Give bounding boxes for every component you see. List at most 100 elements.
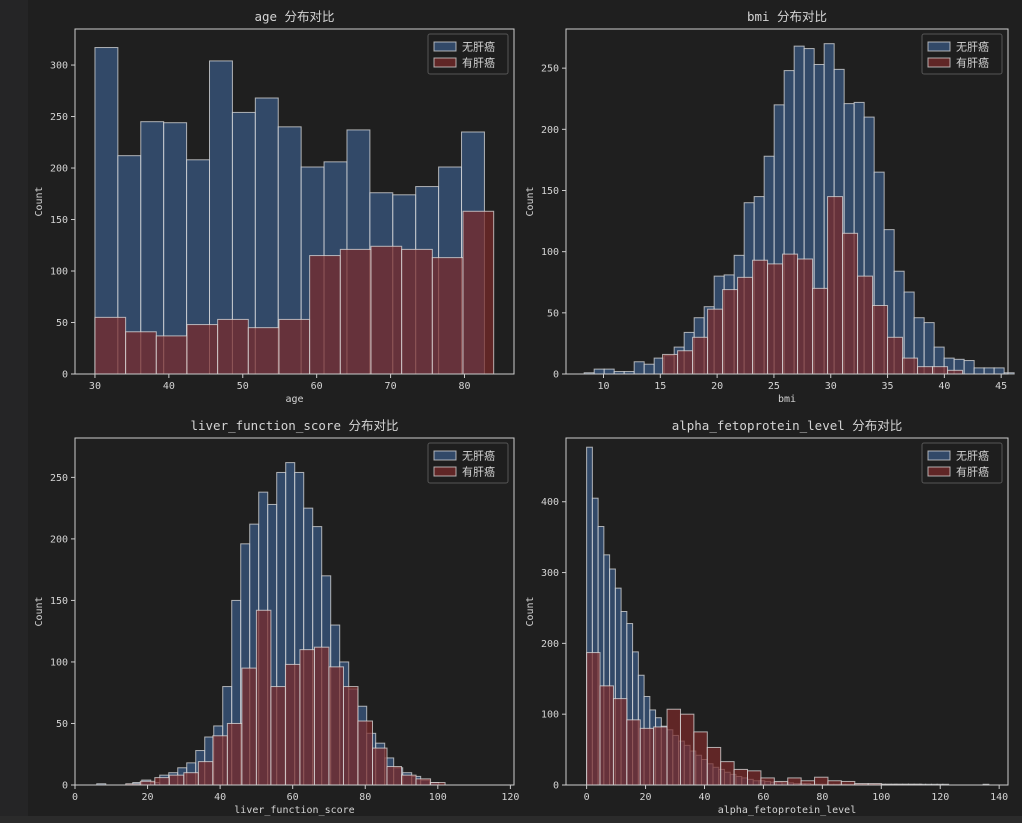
histogram-bar [603,368,615,375]
histogram-bar [370,245,403,375]
legend-label: 有肝癌 [956,56,989,70]
y-tick-label: 400 [541,497,559,508]
histogram-bar [401,248,433,375]
histogram-bar [840,780,856,786]
histogram-bar [983,367,995,375]
x-tick-label: 40 [938,381,950,392]
x-tick-label: 60 [287,792,299,803]
left-panel-strip [0,0,28,823]
histogram-bar [679,713,695,786]
histogram-bar [386,766,403,786]
histogram-bar [633,361,645,375]
x-tick-label: 60 [311,381,323,392]
y-tick-label: 50 [56,719,68,730]
y-axis-label: Count [34,186,45,216]
histogram-bar [737,276,754,375]
x-tick-label: 20 [711,381,723,392]
histogram-bar [707,308,724,375]
x-tick-label: 100 [429,792,447,803]
x-tick-label: 0 [584,792,590,803]
legend-swatch [927,41,951,52]
chart-title: bmi 分布对比 [747,9,827,24]
histogram-bar [747,770,762,786]
histogram-bar [154,777,170,786]
histogram-bar [255,609,272,786]
y-tick-label: 50 [56,318,68,329]
histogram-bar [872,304,889,375]
x-tick-label: 30 [89,381,101,392]
histogram-bar [247,327,280,375]
histogram-bar [94,316,127,375]
histogram-bar [800,780,816,786]
series-cancer [125,609,446,786]
legend-label: 有肝癌 [462,465,495,479]
legend-swatch [433,450,457,461]
legend-swatch [433,466,457,477]
alpha-fetoprotein-level-histogram-panel: 0 20 40 60 80 100 120 140 0 100 200 300 400 alpha_fet… [525,418,1009,816]
histogram-bar [963,360,975,375]
x-tick-label: 20 [142,792,154,803]
histogram-bar [827,196,844,375]
histogram-bar [125,331,157,375]
chart-title: age 分布对比 [254,9,334,24]
x-tick-label: 80 [359,792,371,803]
histogram-bar [782,253,799,375]
histogram-bar [168,774,185,786]
histogram-bar [462,210,495,375]
legend-swatch [927,450,951,461]
histogram-bar [692,336,709,375]
histogram-bar [733,768,749,786]
chart-title: liver_function_score 分布对比 [190,418,398,433]
histogram-bar [857,275,874,375]
histogram-bar [720,761,735,786]
histogram-bar [787,777,802,786]
x-tick-label: 30 [825,381,837,392]
legend-label: 有肝癌 [956,465,989,479]
x-tick-label: 40 [698,792,710,803]
axes-frame [565,437,1009,786]
histogram-bar [827,780,842,786]
bmi-histogram-panel: 10 15 20 25 30 35 40 45 0 50 100 150 200 250 bmi Count b… [525,9,1015,405]
histogram-bar [139,780,156,786]
histogram-bar [415,778,432,786]
y-tick-label: 200 [541,639,559,650]
age-histogram-panel: 30 40 50 60 70 80 0 50 100 150 200 250 300 age Count ag… [34,9,515,405]
histogram-bar [278,318,311,375]
chart-title: alpha_fetoprotein_level 分布对比 [672,418,903,433]
x-tick-label: 10 [597,381,609,392]
histogram-bar [586,652,601,786]
histogram-bar [1003,372,1015,375]
x-tick-label: 40 [214,792,226,803]
histogram-bar [973,367,985,375]
histogram-bar [752,259,769,375]
x-tick-label: 40 [163,381,175,392]
histogram-bar [760,777,775,786]
histogram-bar [226,722,243,786]
histogram-bar [722,289,739,375]
histogram-bar [155,335,188,375]
y-tick-label: 100 [50,657,68,668]
histogram-bar [677,350,694,375]
legend-label: 无肝癌 [462,40,495,54]
x-axis-label: bmi [778,394,796,405]
x-axis-label: liver_function_score [234,805,354,816]
y-tick-label: 250 [541,64,559,75]
x-tick-label: 80 [458,381,470,392]
histogram-bar [328,666,344,786]
legend-label: 无肝癌 [956,40,989,54]
y-tick-label: 100 [50,267,68,278]
histogram-bar [284,663,301,786]
y-tick-label: 0 [62,370,68,381]
y-axis-label: Count [34,596,45,626]
histogram-bar [662,353,679,375]
y-tick-label: 200 [50,534,68,545]
histogram-bar [401,774,417,786]
histogram-bar [599,685,614,786]
histogram-bar [357,720,374,786]
histogram-bar [797,258,814,375]
y-tick-label: 200 [541,125,559,136]
histogram-bar [993,367,1005,375]
y-tick-label: 100 [541,710,559,721]
